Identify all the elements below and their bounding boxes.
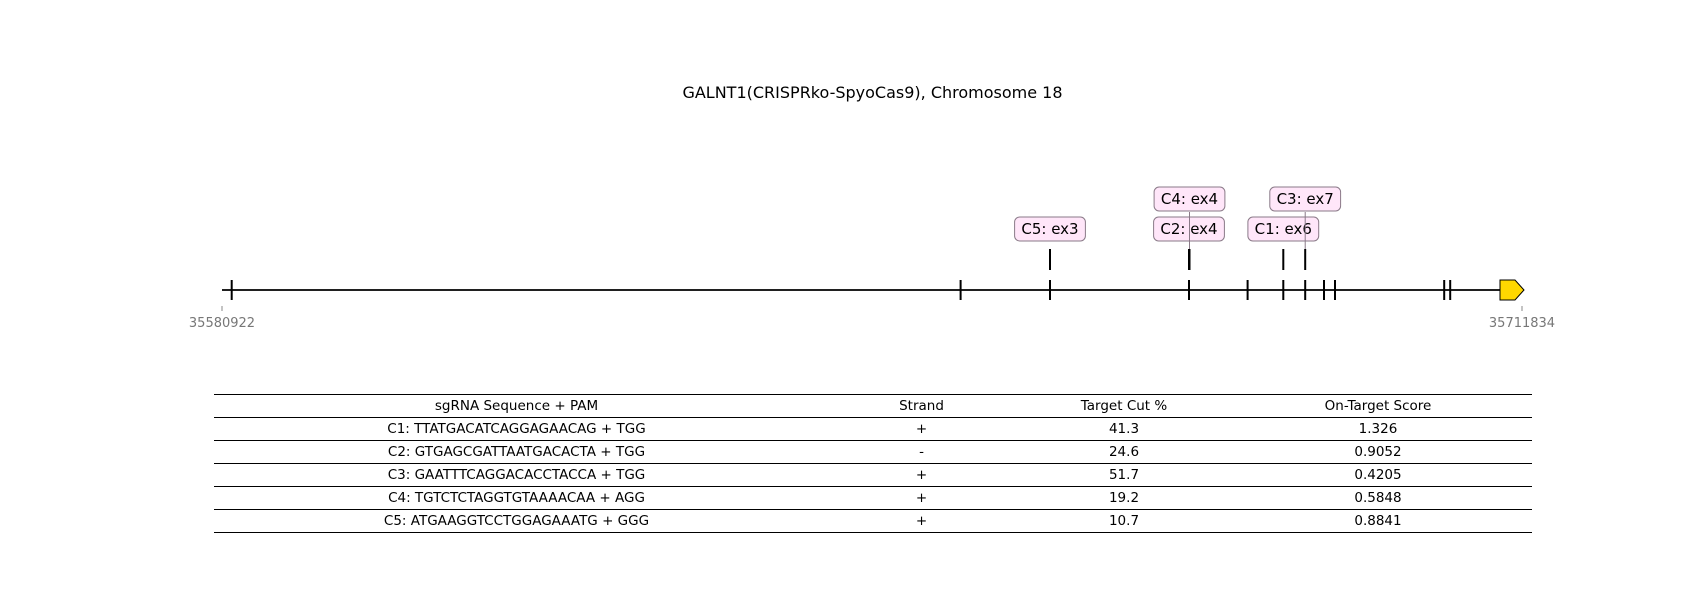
- table-cell: 1.326: [1224, 417, 1532, 441]
- table-cell: -: [819, 440, 1024, 464]
- column-header: Strand: [819, 394, 1024, 418]
- table-cell: 19.2: [1024, 486, 1224, 510]
- table-row: C1: TTATGACATCAGGAGAACAG + TGG +41.3 1.326: [214, 417, 1532, 441]
- start-coord-label: 35580922: [189, 316, 255, 331]
- exon-marks: [230, 280, 1452, 300]
- table-cell: 0.5848: [1224, 486, 1532, 510]
- table-cell: 10.7: [1024, 509, 1224, 533]
- table-cell: C5: ATGAAGGTCCTGGAGAAATG + GGG: [214, 509, 819, 533]
- table-cell: 41.3: [1024, 417, 1224, 441]
- table-cell: +: [819, 417, 1024, 441]
- table-cell: C1: TTATGACATCAGGAGAACAG + TGG: [214, 417, 819, 441]
- table-row: C2: GTGAGCGATTAATGACACTA + TGG -24.6 0.905…: [214, 440, 1532, 464]
- table-cell: 0.4205: [1224, 463, 1532, 487]
- cut-label: C3: ex7: [1277, 190, 1334, 208]
- table-cell: 51.7: [1024, 463, 1224, 487]
- column-header: On-Target Score: [1224, 394, 1532, 418]
- table-cell: 24.6: [1024, 440, 1224, 464]
- figure-title: GALNT1(CRISPRko-SpyoCas9), Chromosome 18: [682, 83, 1063, 102]
- table-cell: C2: GTGAGCGATTAATGACACTA + TGG: [214, 440, 819, 464]
- cut-label-box: [1247, 216, 1320, 242]
- table-row: C3: GAATTTCAGGACACCTACCA + TGG +51.7 0.420…: [214, 463, 1532, 487]
- end-coord-label: 35711834: [1489, 316, 1555, 331]
- gene-end-arrow: [1499, 279, 1525, 301]
- table-cell: +: [819, 509, 1024, 533]
- sgrna-table: sgRNA Sequence + PAM Strand Target Cut %…: [214, 394, 1532, 533]
- table-cell: +: [819, 463, 1024, 487]
- table-row: C5: ATGAAGGTCCTGGAGAAATG + GGG +10.7 0.884…: [214, 509, 1532, 533]
- cut-label-box: [1153, 186, 1226, 212]
- table-cell: +: [819, 486, 1024, 510]
- cut-label-box: [1014, 216, 1086, 242]
- cut-label-box: [1269, 186, 1342, 212]
- cut-label: C4: ex4: [1161, 190, 1218, 208]
- table-cell: 0.9052: [1224, 440, 1532, 464]
- table-cell: C4: TGTCTCTAGGTGTAAAACAA + AGG: [214, 486, 819, 510]
- cut-label: C5: ex3: [1021, 220, 1078, 238]
- table-header-row: sgRNA Sequence + PAM Strand Target Cut %…: [214, 394, 1532, 418]
- column-header: sgRNA Sequence + PAM: [214, 394, 819, 418]
- table-cell: 0.8841: [1224, 509, 1532, 533]
- table-row: C4: TGTCTCTAGGTGTAAAACAA + AGG +19.2 0.584…: [214, 486, 1532, 510]
- table-cell: C3: GAATTTCAGGACACCTACCA + TGG: [214, 463, 819, 487]
- cut-label: C1: ex6: [1255, 220, 1312, 238]
- column-header: Target Cut %: [1024, 394, 1224, 418]
